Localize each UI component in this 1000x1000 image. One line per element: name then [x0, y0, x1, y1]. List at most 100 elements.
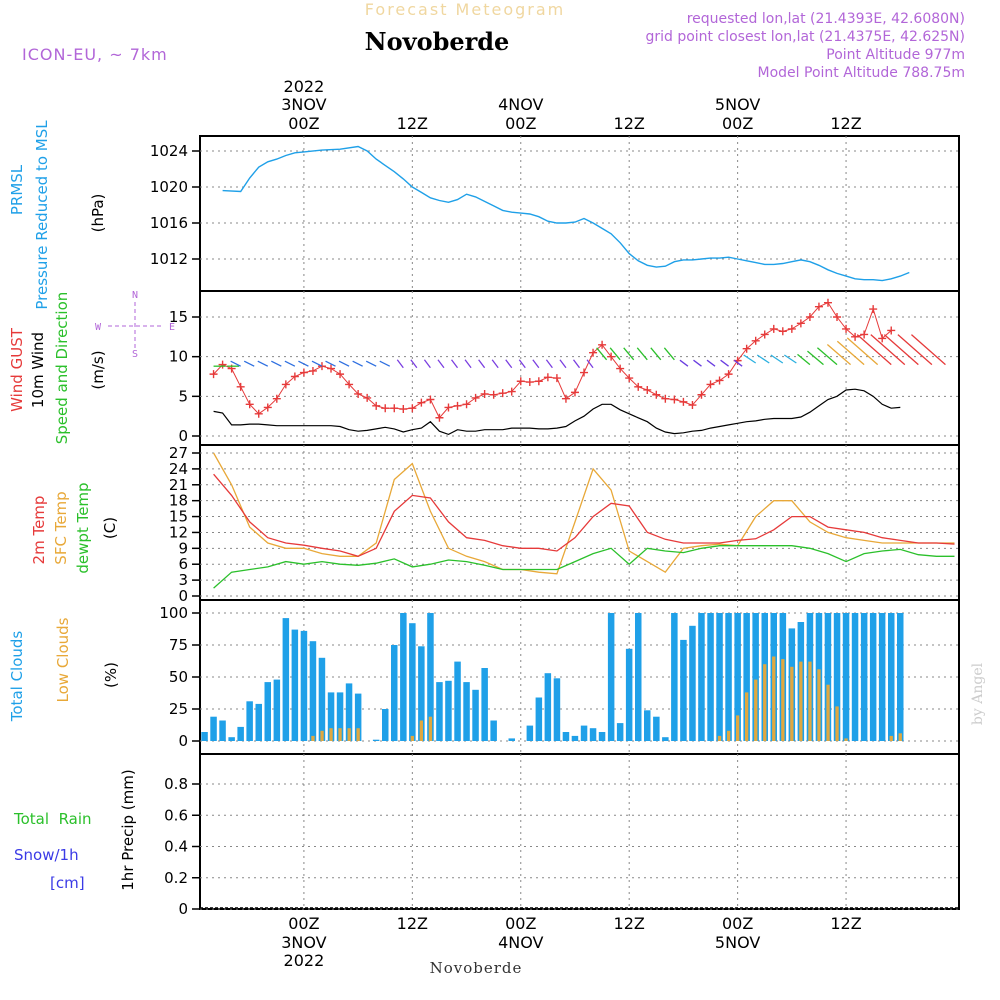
pressure-line: [222, 145, 910, 282]
gust-marker: [462, 400, 471, 409]
wind-arrow: [596, 347, 608, 361]
requested-lonlat: requested lon,lat (21.4393E, 42.6080N): [687, 11, 965, 27]
wind-arrow: [816, 347, 838, 366]
gust-marker: [245, 400, 254, 409]
total-cloud-bar: [644, 710, 651, 741]
wind-arrow: [396, 359, 404, 369]
low-cloud-bar: [410, 735, 414, 741]
label-total-clouds: Total Clouds: [8, 631, 26, 723]
low-cloud-bar: [781, 659, 785, 741]
total-cloud-bar: [535, 697, 543, 741]
total-cloud-bar: [490, 720, 497, 741]
wind-arrow: [365, 360, 377, 367]
sfc-temp-line: [213, 452, 955, 575]
gust-marker: [751, 336, 760, 345]
low-cloud-bar: [754, 679, 758, 741]
total-cloud-bar: [851, 613, 859, 741]
cloud-ytick-label: 25: [169, 700, 188, 718]
bottom-axis-hour-label: 00Z: [505, 914, 536, 933]
wind-arrow: [284, 360, 296, 367]
top-axis-hour-label: 12Z: [614, 114, 645, 133]
top-axis-hour-label: 00Z: [505, 114, 536, 133]
low-cloud-bar: [338, 728, 342, 741]
gust-marker: [869, 305, 878, 314]
wind-arrow: [311, 360, 323, 367]
gust-marker: [616, 364, 625, 373]
wind-arrow: [230, 360, 241, 367]
wind-arrow: [410, 359, 418, 369]
clouds-panel: 0 25 50 75 100: [159, 599, 960, 755]
label-prmsl: PRMSL: [8, 164, 26, 215]
total-cloud-bar: [345, 683, 353, 741]
gust-marker: [489, 390, 498, 399]
wind-arrow: [846, 337, 879, 366]
precip-panel: 0 0.2 0.4 0.6 0.8: [164, 753, 960, 918]
wind-arrow: [298, 360, 309, 367]
pressure-ytick-label: 1012: [150, 250, 188, 268]
gust-marker: [760, 330, 769, 339]
total-cloud-bar: [372, 739, 380, 741]
label-sfc-temp: SFC Temp: [52, 491, 70, 564]
low-cloud-bar: [356, 728, 360, 741]
bottom-axis-hour-label: 12Z: [614, 914, 645, 933]
compass-rose: N S W E: [95, 290, 175, 360]
wind-arrow: [532, 359, 540, 369]
low-cloud-bar: [826, 684, 830, 741]
gust-marker: [561, 394, 570, 403]
total-cloud-bar: [833, 613, 841, 741]
low-cloud-bar: [727, 730, 731, 741]
compass-south: S: [132, 349, 138, 360]
top-axis-hour-label: 12Z: [397, 114, 428, 133]
compass-west: W: [95, 322, 102, 333]
wind-arrow: [505, 359, 513, 369]
temp-ytick-label: 9: [178, 539, 188, 557]
forecast-title: Forecast Meteogram: [365, 0, 565, 19]
wind-arrow: [870, 334, 906, 366]
gust-marker: [399, 405, 408, 414]
gust-marker: [327, 364, 336, 373]
gust-marker: [833, 313, 842, 321]
wind-arrow: [733, 359, 743, 367]
label-2m-temp: 2m Temp: [30, 496, 48, 565]
wind-arrow: [379, 360, 391, 367]
gust-marker: [552, 374, 561, 383]
total-cloud-bar: [282, 618, 290, 741]
bottom-axis-date-label: 3NOV: [281, 933, 326, 952]
location-title: Novoberde: [365, 27, 510, 56]
wind-arrow: [423, 359, 431, 369]
low-cloud-bar: [320, 730, 324, 741]
bottom-axis-hour-label: 12Z: [397, 914, 428, 933]
total-cloud-bar: [553, 678, 561, 741]
total-cloud-bar: [625, 648, 633, 741]
total-cloud-bar: [671, 613, 678, 741]
label-pressure-msl: Pressure Reduced to MSL: [33, 120, 51, 310]
low-cloud-bar: [419, 720, 423, 741]
total-cloud-bar: [616, 723, 624, 741]
total-cloud-bar: [662, 737, 669, 741]
model-label: ICON-EU, ~ 7km: [22, 45, 168, 64]
gust-marker: [507, 387, 516, 396]
gust-marker: [345, 380, 354, 389]
precip-ytick-label: 0.6: [164, 806, 188, 824]
gust-marker: [805, 313, 814, 321]
gust-marker: [272, 394, 281, 403]
top-axis-date-label: 4NOV: [498, 95, 543, 114]
total-cloud-bar: [472, 689, 479, 741]
low-cloud-bar: [808, 661, 812, 741]
gust-marker: [498, 389, 507, 398]
temp-ytick-label: 12: [169, 523, 188, 541]
bottom-axis-date-label: 4NOV: [498, 933, 543, 952]
total-cloud-bar: [743, 613, 750, 741]
gust-marker: [236, 382, 245, 391]
top-axis-date-label: 3NOV: [281, 95, 326, 114]
precip-ytick-label: 0.2: [164, 869, 188, 887]
cloud-ytick-label: 75: [169, 636, 188, 654]
gust-marker: [679, 397, 688, 406]
wind-arrow: [609, 347, 621, 361]
bottom-location: Novoberde: [430, 959, 523, 977]
total-cloud-bar: [255, 703, 262, 741]
total-cloud-bar: [888, 613, 895, 741]
low-cloud-bar: [763, 664, 767, 741]
pressure-panel: 1012 1016 1020 1024: [150, 135, 960, 292]
